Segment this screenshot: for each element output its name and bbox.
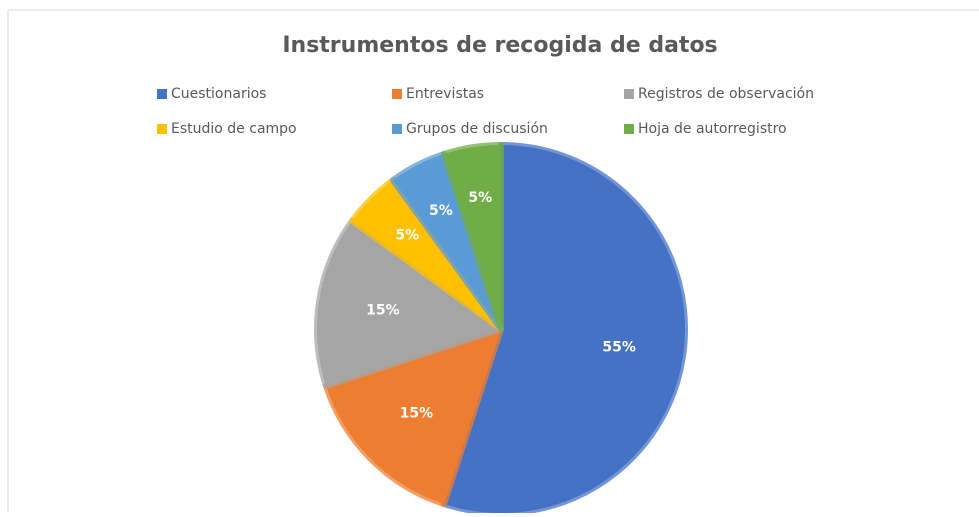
legend-swatch [624, 89, 634, 99]
data-label: 55% [602, 340, 636, 356]
pie-slice [441, 142, 504, 332]
legend-swatch [392, 124, 402, 134]
data-label: 15% [400, 406, 434, 422]
chart-title: Instrumentos de recogida de datos [282, 33, 717, 58]
pie: 55% 15% 15% 5% 5% 5% [314, 142, 688, 516]
legend-label: Estudio de campo [171, 121, 297, 137]
legend-swatch [392, 89, 402, 99]
legend-swatch [157, 89, 167, 99]
pie-slice [441, 142, 688, 516]
legend-label: Entrevistas [406, 86, 484, 102]
pie-slice [314, 217, 504, 389]
legend-swatch [157, 124, 167, 134]
legend-label: Registros de observación [638, 86, 814, 102]
legend-swatch [624, 124, 634, 134]
data-label: 15% [366, 302, 400, 318]
legend-label: Cuestionarios [171, 86, 266, 102]
data-label: 5% [429, 203, 453, 219]
legend-label: Grupos de discusión [406, 121, 548, 137]
legend: Cuestionarios Entrevistas Registros de obs… [157, 86, 814, 137]
data-label: 5% [468, 190, 492, 206]
data-label: 5% [395, 227, 419, 243]
legend-label: Hoja de autorregistro [638, 121, 787, 137]
